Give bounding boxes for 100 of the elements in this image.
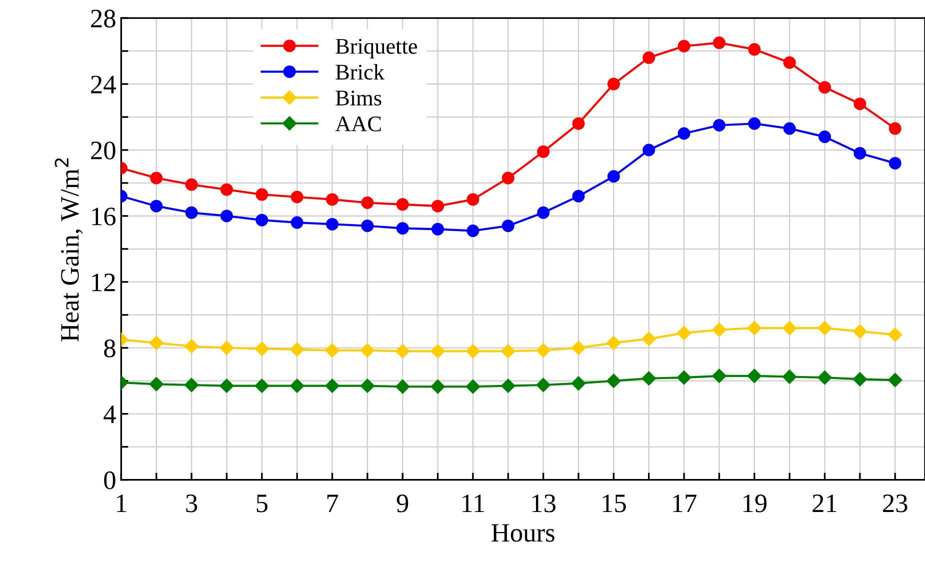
point — [466, 224, 480, 238]
point — [290, 378, 304, 393]
y-axis-title: Heat Gain, W/m$^{2}$ — [54, 158, 83, 342]
point — [325, 378, 340, 393]
y-tick-label: 4 — [104, 406, 116, 423]
point — [396, 380, 410, 394]
point — [818, 81, 831, 94]
point — [783, 122, 796, 135]
y-tick-label: 24 — [91, 76, 116, 94]
y-tick-label: 12 — [92, 274, 115, 292]
x-tick-label: 11 — [462, 494, 484, 512]
point — [888, 328, 902, 342]
point — [501, 378, 516, 393]
y-tick-label: 16 — [92, 208, 116, 226]
point — [220, 183, 233, 196]
point — [748, 117, 761, 130]
point — [676, 326, 692, 340]
point — [606, 336, 621, 350]
point — [571, 340, 586, 355]
point — [184, 378, 199, 392]
x-tick-label: 5 — [256, 494, 268, 512]
point — [782, 321, 797, 336]
point — [466, 193, 480, 206]
x-tick-label: 7 — [327, 494, 338, 512]
point — [606, 374, 621, 388]
point — [396, 198, 409, 211]
y-tick-label: 28 — [91, 10, 116, 28]
point — [256, 214, 268, 226]
legend-label: AAC — [335, 116, 381, 132]
point — [432, 222, 444, 236]
x-tick-label: 1 — [116, 494, 126, 512]
point — [220, 340, 234, 355]
point — [254, 342, 269, 356]
point — [502, 220, 514, 232]
point — [254, 378, 269, 393]
point — [678, 127, 690, 140]
point — [888, 122, 902, 135]
point — [854, 147, 866, 160]
point — [150, 172, 163, 184]
point — [818, 130, 831, 144]
point — [501, 344, 516, 358]
point — [466, 344, 480, 358]
point — [396, 222, 409, 235]
point — [676, 370, 692, 385]
point — [782, 370, 797, 384]
point — [852, 324, 867, 338]
point — [783, 56, 796, 69]
point — [888, 156, 902, 170]
point — [571, 376, 586, 390]
point — [818, 321, 832, 336]
point — [712, 119, 726, 132]
y-tick-label: 8 — [104, 339, 116, 358]
point — [642, 144, 656, 156]
legend-label: Brick — [336, 64, 384, 80]
x-tick-label: 19 — [744, 494, 766, 512]
y-tick-label: 20 — [91, 142, 116, 160]
point — [290, 342, 304, 357]
point — [149, 336, 164, 350]
point — [642, 51, 656, 64]
point — [747, 368, 762, 383]
point — [572, 190, 585, 202]
point — [149, 377, 164, 392]
x-tick-label: 3 — [186, 494, 198, 512]
x-tick-label: 13 — [532, 494, 556, 512]
point — [537, 145, 550, 158]
point — [678, 40, 690, 52]
x-tick-label: 21 — [812, 494, 836, 512]
point — [466, 380, 480, 394]
x-tick-label: 15 — [602, 494, 626, 512]
point — [185, 178, 198, 191]
point — [325, 343, 340, 358]
x-tick-label: 9 — [396, 494, 408, 512]
point — [572, 117, 585, 130]
point — [430, 344, 445, 358]
point — [184, 339, 199, 354]
point — [360, 343, 374, 358]
point — [326, 193, 338, 206]
point — [747, 321, 762, 336]
point — [854, 98, 866, 110]
point — [536, 378, 550, 392]
point — [256, 188, 268, 201]
x-tick-label: 23 — [883, 494, 908, 512]
point — [150, 200, 163, 212]
point — [712, 368, 726, 383]
point — [220, 210, 233, 222]
point — [430, 380, 445, 394]
point — [818, 370, 832, 385]
point — [642, 332, 656, 346]
x-tick-label: 17 — [673, 494, 696, 512]
point — [290, 216, 304, 229]
point — [502, 172, 514, 184]
point — [185, 206, 198, 219]
point — [852, 372, 867, 386]
point — [360, 378, 374, 393]
point — [326, 218, 338, 230]
point — [290, 190, 304, 204]
point — [748, 43, 761, 56]
point — [607, 170, 620, 183]
point — [712, 36, 726, 50]
legend-label: Briquette — [336, 38, 418, 58]
